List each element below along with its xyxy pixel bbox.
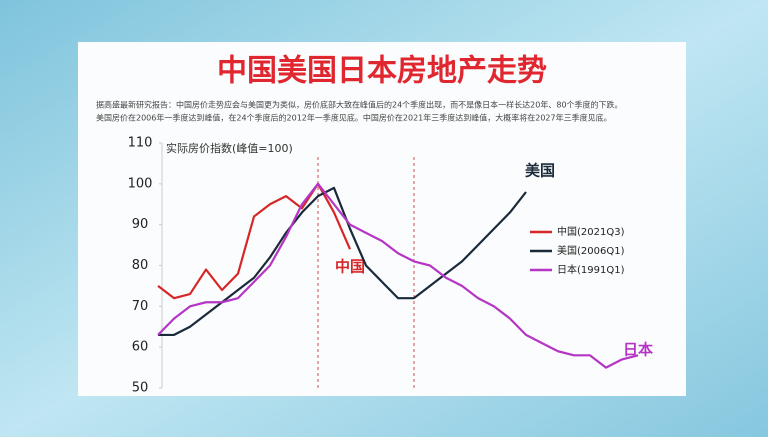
legend-label: 中国(2021Q3) <box>557 225 625 238</box>
series-line <box>157 182 639 369</box>
chart-title: 中国美国日本房地产走势 <box>217 54 547 89</box>
y-tick-label: 100 <box>128 176 153 191</box>
y-tick-label: 60 <box>132 340 149 355</box>
y-tick-label: 110 <box>128 136 153 151</box>
y-tick-label: 50 <box>132 381 149 396</box>
subtitle: 美国房价在2006年一季度达到峰值，在24个季度后的2012年一季度见底。中国房… <box>96 113 612 123</box>
legend-label: 美国(2006Q1) <box>557 244 625 257</box>
y-tick-label: 80 <box>132 258 149 273</box>
y-tick-label: 90 <box>132 217 149 232</box>
annotation: 中国 <box>335 258 365 276</box>
card <box>78 42 686 396</box>
subtitle: 据高盛最新研究报告：中国房价走势应会与美国更为类似，房价底部大致在峰值后的24个… <box>96 100 623 110</box>
series-line <box>158 186 527 337</box>
y-axis-label: 实际房价指数(峰值=100) <box>166 141 293 155</box>
annotation: 日本 <box>623 341 653 359</box>
legend-label: 日本(1991Q1) <box>557 263 625 276</box>
annotation: 美国 <box>525 162 555 180</box>
y-tick-label: 70 <box>132 299 149 314</box>
